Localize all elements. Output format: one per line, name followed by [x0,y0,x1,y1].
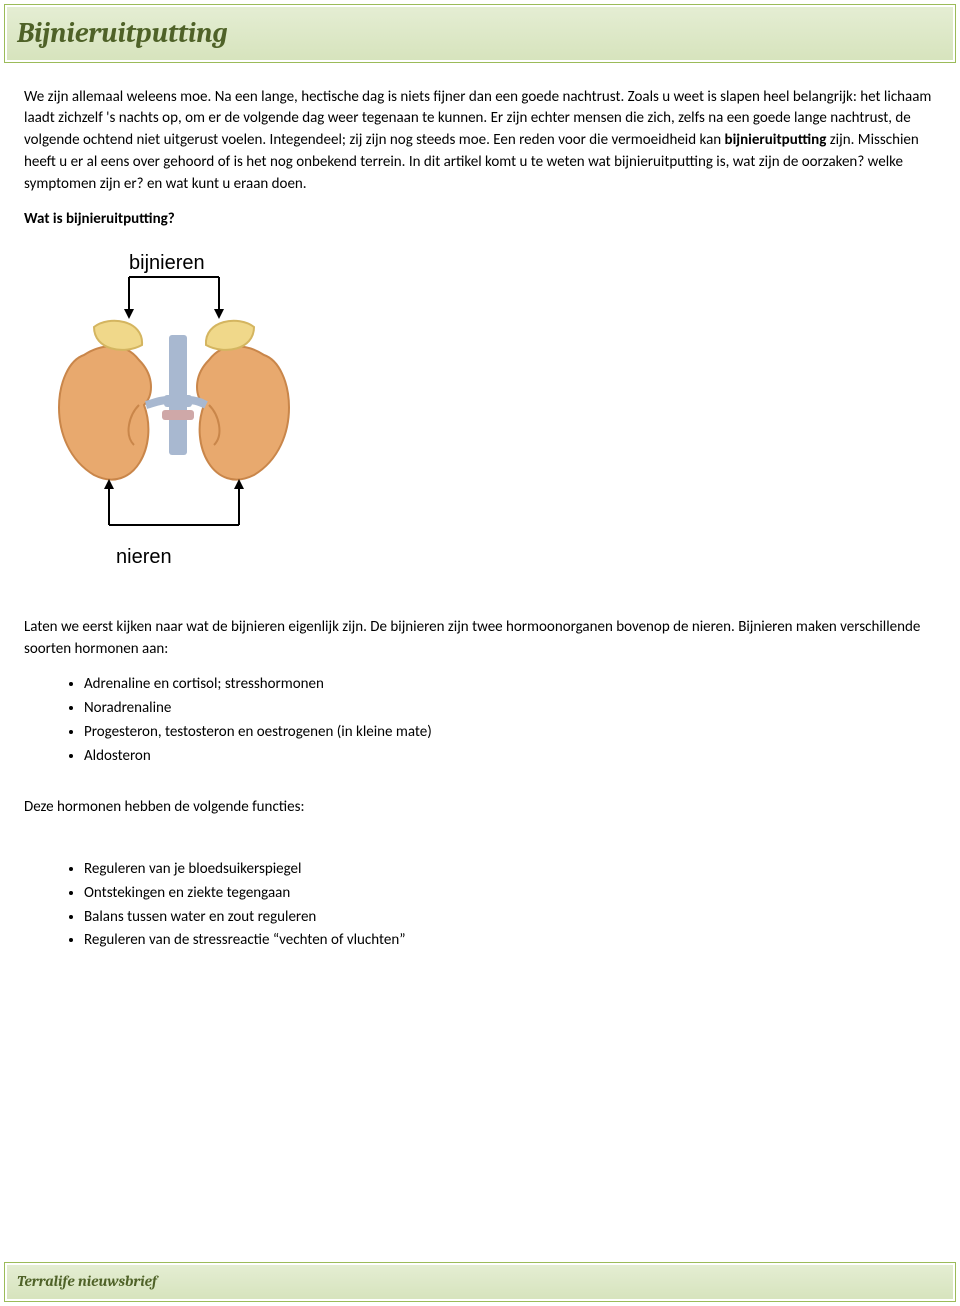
section-heading: Wat is bijnieruitputting? [24,209,936,231]
list-item: Noradrenaline [84,698,936,720]
functions-list: Reguleren van je bloedsuikerspiegel Onts… [24,859,936,952]
page-container: Bijnieruitputting We zijn allemaal welee… [0,4,960,1306]
list-item: Adrenaline en cortisol; stresshormonen [84,674,936,696]
hormones-list: Adrenaline en cortisol; stresshormonen N… [24,674,936,767]
para-hormones-intro: Laten we eerst kijken naar wat de bijnie… [24,617,936,661]
left-adrenal-icon [94,321,142,350]
right-kidney-icon [197,346,289,479]
list-item: Balans tussen water en zout reguleren [84,907,936,929]
list-item: Aldosteron [84,746,936,768]
intro-paragraph: We zijn allemaal weleens moe. Na een lan… [24,87,936,196]
list-item: Ontstekingen en ziekte tegengaan [84,883,936,905]
list-item: Progesteron, testosteron en oestrogenen … [84,722,936,744]
para-functions-intro: Deze hormonen hebben de volgende functie… [24,797,936,819]
right-adrenal-icon [206,321,254,350]
list-item: Reguleren van je bloedsuikerspiegel [84,859,936,881]
list-item: Reguleren van de stressreactie “vechten … [84,930,936,952]
content-area: We zijn allemaal weleens moe. Na een lan… [0,67,960,1007]
diagram-label-top: bijnieren [129,252,205,274]
footer-text: Terralife nieuwsbrief [17,1272,157,1290]
page-title: Bijnieruitputting [17,13,943,54]
intro-bold-term: bijnieruitputting [725,131,827,149]
diagram-label-bottom: nieren [116,546,172,568]
footer-bar: Terralife nieuwsbrief [4,1262,956,1302]
kidney-diagram-svg: bijnieren [24,245,324,585]
title-bar: Bijnieruitputting [4,4,956,63]
left-kidney-icon [59,346,151,479]
kidney-diagram: bijnieren [24,245,936,593]
